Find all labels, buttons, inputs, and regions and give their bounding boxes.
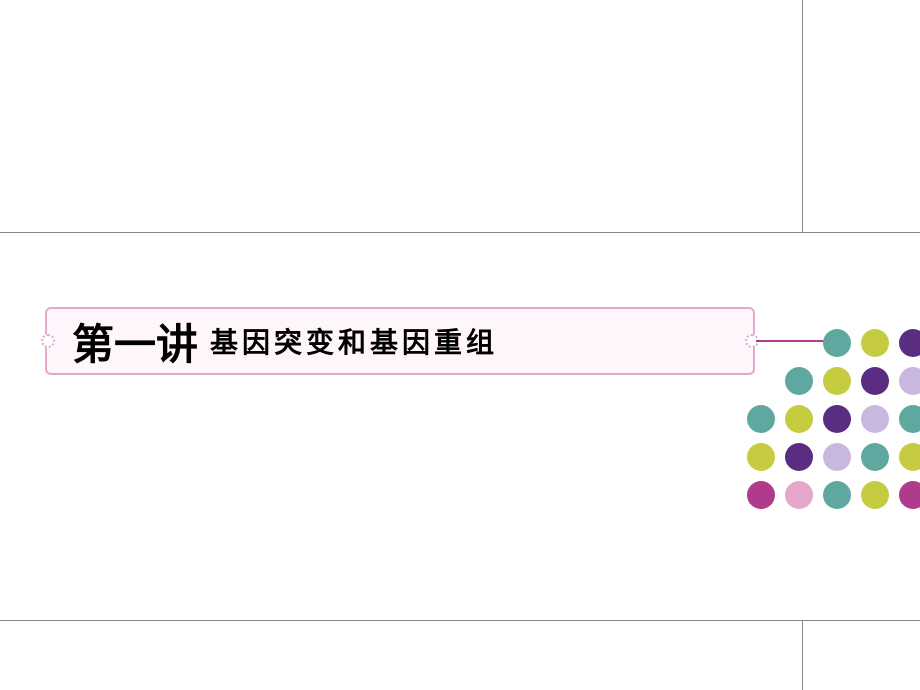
dot-icon xyxy=(747,405,775,433)
dot-icon xyxy=(823,443,851,471)
dot-icon xyxy=(899,367,920,395)
slide-title-box: 第一讲 基因突变和基因重组 xyxy=(45,307,755,375)
dot-icon xyxy=(899,481,920,509)
dot-icon xyxy=(861,329,889,357)
dot-icon xyxy=(823,329,851,357)
dot-icon xyxy=(899,329,920,357)
dot-icon xyxy=(861,443,889,471)
dot-icon xyxy=(785,443,813,471)
dot-icon xyxy=(899,405,920,433)
dot-icon xyxy=(861,367,889,395)
dot-icon xyxy=(747,481,775,509)
top-horizontal-divider xyxy=(0,232,920,233)
dot-icon xyxy=(785,481,813,509)
dot-icon xyxy=(747,443,775,471)
dot-icon xyxy=(785,405,813,433)
dot-icon xyxy=(823,481,851,509)
title-text: 基因突变和基因重组 xyxy=(210,321,498,361)
slide-container: 第一讲 基因突变和基因重组 xyxy=(0,0,920,690)
dot-icon xyxy=(785,367,813,395)
dot-icon xyxy=(899,443,920,471)
dot-icon xyxy=(861,481,889,509)
top-vertical-divider xyxy=(802,0,803,232)
bottom-horizontal-divider xyxy=(0,620,920,621)
dot-icon xyxy=(823,405,851,433)
dot-icon xyxy=(861,405,889,433)
dot-icon xyxy=(823,367,851,395)
title-prefix: 第一讲 xyxy=(72,311,198,372)
bottom-vertical-divider xyxy=(802,620,803,690)
